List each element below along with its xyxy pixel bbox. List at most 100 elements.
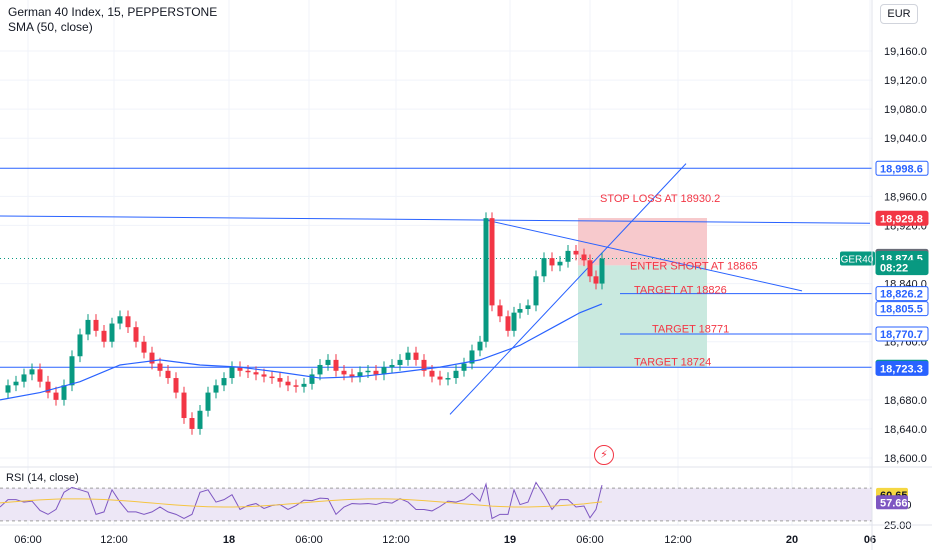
trendline (483, 219, 803, 292)
candle-body (261, 374, 267, 377)
rsi-band (0, 488, 872, 521)
currency-button[interactable]: EUR (880, 4, 918, 24)
candle-body (45, 381, 51, 393)
y-tick-label: 18,600.0 (884, 453, 927, 465)
stop-loss-zone (578, 218, 707, 266)
price-label-bg (875, 360, 929, 376)
x-tick-label: 06:00 (576, 534, 604, 546)
trendline (449, 163, 687, 415)
candle-body (373, 370, 379, 375)
candle-body (389, 364, 395, 368)
candle-body (549, 258, 555, 266)
candle-body (397, 359, 403, 365)
candle-body (349, 374, 355, 377)
annotation-label: TARGET AT 18826 (634, 284, 727, 296)
y-tick-label: 19,040.0 (884, 133, 927, 145)
price-label-bg (875, 326, 929, 342)
candle-body (141, 341, 147, 353)
candle-body (37, 369, 43, 382)
candle-body (189, 418, 195, 429)
candle-body (421, 359, 427, 371)
annotation-label: STOP LOSS AT 18930.2 (600, 193, 720, 205)
candle-body (213, 385, 219, 393)
candle-body (405, 352, 411, 360)
price-label-bg (875, 160, 929, 176)
y-tick-label: 19,120.0 (884, 75, 927, 87)
candle-body (557, 261, 563, 266)
candle-body (285, 381, 291, 386)
candle-body (13, 381, 19, 386)
rsi-value-bg (876, 495, 908, 510)
candle-body (101, 330, 107, 342)
candle-body (573, 250, 579, 255)
symbol-tag-bg (840, 251, 875, 266)
candle-body (341, 370, 347, 375)
trendline (0, 215, 871, 224)
annotation-label: TARGET 18724 (634, 356, 711, 368)
candle-body (109, 323, 115, 342)
candle-body (469, 350, 475, 364)
candle-body (269, 376, 275, 379)
candle-body (149, 352, 155, 364)
annotation-label: ENTER SHORT AT 18865 (630, 260, 758, 272)
y-tick-label: 18,680.0 (884, 395, 927, 407)
candle-body (221, 378, 227, 386)
price-label: 18,770.7 (880, 329, 923, 341)
x-tick-label: 19 (504, 534, 516, 546)
candle-body (165, 370, 171, 379)
candle-body (69, 356, 75, 386)
y-tick-label: 18,960.0 (884, 191, 927, 203)
candle-body (587, 260, 593, 277)
candle-body (5, 385, 11, 393)
price-label-bg (875, 286, 929, 302)
candle-body (437, 376, 443, 380)
candle-body (53, 392, 59, 400)
sma-indicator-label[interactable]: SMA (50, close) (8, 20, 93, 34)
candle-body (61, 385, 67, 400)
lightning-icon[interactable]: ⚡ (594, 445, 614, 465)
candle-body (117, 316, 123, 324)
y-tick-label: 18,640.0 (884, 424, 927, 436)
symbol-tag: GER40 (841, 254, 874, 265)
price-label: 08:22 (880, 263, 908, 275)
candle-body (511, 312, 517, 331)
candle-body (77, 334, 83, 357)
candle-body (445, 378, 451, 380)
x-tick-label: 12:00 (664, 534, 692, 546)
price-label: 18,826.2 (880, 289, 923, 301)
candle-body (565, 250, 571, 262)
price-label: 18,929.8 (880, 213, 923, 225)
rsi-line (0, 481, 603, 520)
price-label: 18,723.3 (880, 363, 923, 375)
annotation-label: TARGET 18771 (652, 324, 729, 336)
candle-body (301, 383, 307, 387)
chart-title: German 40 Index, 15, PEPPERSTONE (8, 5, 218, 19)
candle-body (237, 367, 243, 371)
candle-body (505, 316, 511, 331)
x-tick-label: 06 (864, 534, 876, 546)
x-tick-label: 20 (786, 534, 798, 546)
candle-body (365, 370, 371, 373)
x-tick-label: 06:00 (14, 534, 42, 546)
candle-body (133, 327, 139, 342)
candle-body (181, 392, 187, 419)
candle-body (357, 372, 363, 377)
x-tick-label: 18 (223, 534, 235, 546)
rsi-indicator-label[interactable]: RSI (14, close) (6, 472, 79, 484)
candle-body (599, 258, 605, 284)
candle-body (229, 367, 235, 379)
candle-body (517, 309, 523, 313)
candle-body (489, 218, 495, 306)
candle-body (461, 363, 467, 371)
rsi-ma-line (0, 498, 603, 508)
candle-body (29, 369, 35, 375)
rsi-value-label: 57.66 (880, 497, 908, 509)
candle-body (333, 359, 339, 371)
sma-line (0, 303, 603, 401)
price-label-bg (875, 260, 929, 276)
candle-body (85, 319, 91, 335)
candle-body (325, 359, 331, 365)
x-tick-label: 06:00 (295, 534, 323, 546)
candle-body (277, 378, 283, 382)
